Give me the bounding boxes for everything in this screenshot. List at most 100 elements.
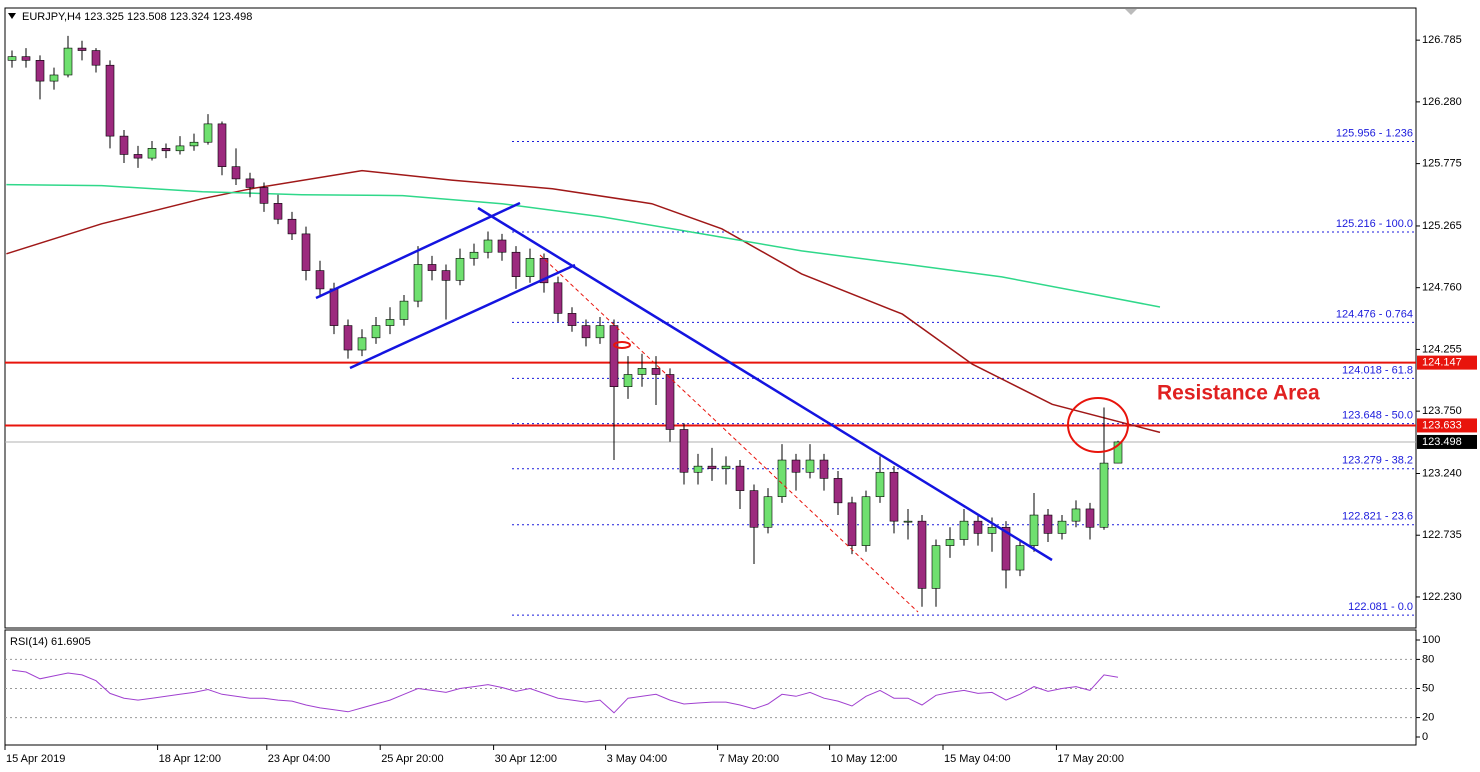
candle-body bbox=[231, 166, 241, 180]
candle-body bbox=[805, 459, 815, 473]
candle-body bbox=[525, 258, 535, 277]
candle-body bbox=[175, 145, 185, 152]
candle-body bbox=[315, 270, 325, 290]
candle-body bbox=[903, 520, 913, 523]
candle-body bbox=[595, 325, 605, 339]
fib-label: 122.821 - 23.6 bbox=[1342, 511, 1413, 523]
candle-body bbox=[77, 47, 87, 51]
candle-body bbox=[119, 135, 129, 155]
price-box bbox=[1417, 418, 1477, 433]
candle-body bbox=[245, 178, 255, 188]
candle-body bbox=[189, 141, 199, 147]
candle-body bbox=[1001, 526, 1011, 571]
x-tick-label: 15 May 04:00 bbox=[944, 753, 1011, 765]
fib-label: 124.476 - 0.764 bbox=[1336, 308, 1413, 320]
candle-body bbox=[91, 50, 101, 66]
x-tick-label: 17 May 20:00 bbox=[1057, 753, 1124, 765]
candle-body bbox=[329, 288, 339, 326]
candle-body bbox=[399, 300, 409, 320]
candle-body bbox=[161, 148, 171, 152]
moving-average bbox=[6, 169, 1161, 434]
candle-body bbox=[749, 490, 759, 528]
x-tick-label: 10 May 12:00 bbox=[831, 753, 898, 765]
channel-upper bbox=[315, 201, 521, 300]
rsi-title: RSI(14) 61.6905 bbox=[10, 636, 91, 648]
candle-body bbox=[273, 203, 283, 220]
resistance-circle bbox=[1067, 397, 1129, 453]
candle-body bbox=[511, 251, 521, 277]
candle-body bbox=[693, 465, 703, 473]
candle-body bbox=[441, 270, 451, 281]
candle-body bbox=[637, 368, 647, 375]
y-tick-label: 122.735 bbox=[1422, 529, 1462, 541]
candle-body bbox=[203, 123, 213, 143]
candle-body bbox=[133, 154, 143, 159]
y-tick-label: 122.230 bbox=[1422, 591, 1462, 603]
candle-body bbox=[1113, 441, 1123, 464]
candle-body bbox=[539, 258, 549, 284]
fib-label: 125.216 - 100.0 bbox=[1336, 218, 1413, 230]
fib-label: 124.018 - 61.8 bbox=[1342, 364, 1413, 376]
candle-body bbox=[553, 282, 563, 314]
trend-line bbox=[477, 206, 1053, 562]
chart-header: EURJPY,H4 123.325 123.508 123.324 123.49… bbox=[22, 11, 252, 23]
candle-body bbox=[147, 148, 157, 159]
candle-body bbox=[1071, 508, 1081, 522]
candle-body bbox=[665, 374, 675, 430]
candle-body bbox=[609, 325, 619, 387]
candle-body bbox=[1057, 520, 1067, 534]
candle-body bbox=[483, 239, 493, 253]
candle-body bbox=[63, 47, 73, 76]
rsi-panel bbox=[4, 629, 1417, 746]
x-tick-label: 7 May 20:00 bbox=[719, 753, 780, 765]
channel-lower bbox=[349, 263, 576, 370]
candle-body bbox=[707, 465, 717, 469]
y-tick-label: 125.775 bbox=[1422, 158, 1462, 170]
candle-body bbox=[21, 56, 31, 61]
candle-body bbox=[581, 325, 591, 339]
rsi-tick-label: 20 bbox=[1422, 712, 1434, 724]
candle-body bbox=[819, 459, 829, 479]
y-tick-label: 123.240 bbox=[1422, 467, 1462, 479]
candle-body bbox=[1043, 514, 1053, 534]
x-tick-label: 18 Apr 12:00 bbox=[159, 753, 221, 765]
price-box bbox=[1417, 355, 1477, 370]
rsi-line bbox=[11, 669, 1119, 714]
candle-body bbox=[35, 60, 45, 82]
candle-body bbox=[833, 478, 843, 504]
candle-body bbox=[259, 187, 269, 204]
candle-body bbox=[7, 56, 17, 61]
candle-body bbox=[917, 520, 927, 589]
candle-body bbox=[1029, 514, 1039, 546]
x-tick-label: 30 Apr 12:00 bbox=[495, 753, 557, 765]
candle-body bbox=[777, 459, 787, 498]
candle-body bbox=[343, 325, 353, 351]
candle-body bbox=[959, 520, 969, 540]
candle-body bbox=[623, 374, 633, 387]
moving-average bbox=[6, 183, 1161, 308]
candle-body bbox=[1015, 545, 1025, 571]
fib-trend-line bbox=[539, 254, 919, 613]
candle-body bbox=[987, 526, 997, 534]
candle-body bbox=[385, 319, 395, 326]
candle-body bbox=[763, 496, 773, 528]
candle-body bbox=[861, 496, 871, 546]
marker-ellipse bbox=[613, 341, 631, 349]
candle-body bbox=[931, 545, 941, 589]
y-tick-label: 123.750 bbox=[1422, 405, 1462, 417]
rsi-tick-label: 100 bbox=[1422, 634, 1440, 646]
candle-body bbox=[413, 264, 423, 302]
fib-label: 122.081 - 0.0 bbox=[1348, 601, 1413, 613]
candle-body bbox=[847, 502, 857, 546]
fib-label: 123.648 - 50.0 bbox=[1342, 410, 1413, 422]
rsi-tick-label: 80 bbox=[1422, 653, 1434, 665]
candle-body bbox=[371, 325, 381, 339]
annotation: Resistance Area bbox=[1157, 382, 1320, 405]
candle-body bbox=[875, 471, 885, 498]
candle-body bbox=[791, 459, 801, 473]
candle-body bbox=[427, 264, 437, 271]
fib-label: 125.956 - 1.236 bbox=[1336, 127, 1413, 139]
candle-body bbox=[973, 520, 983, 534]
